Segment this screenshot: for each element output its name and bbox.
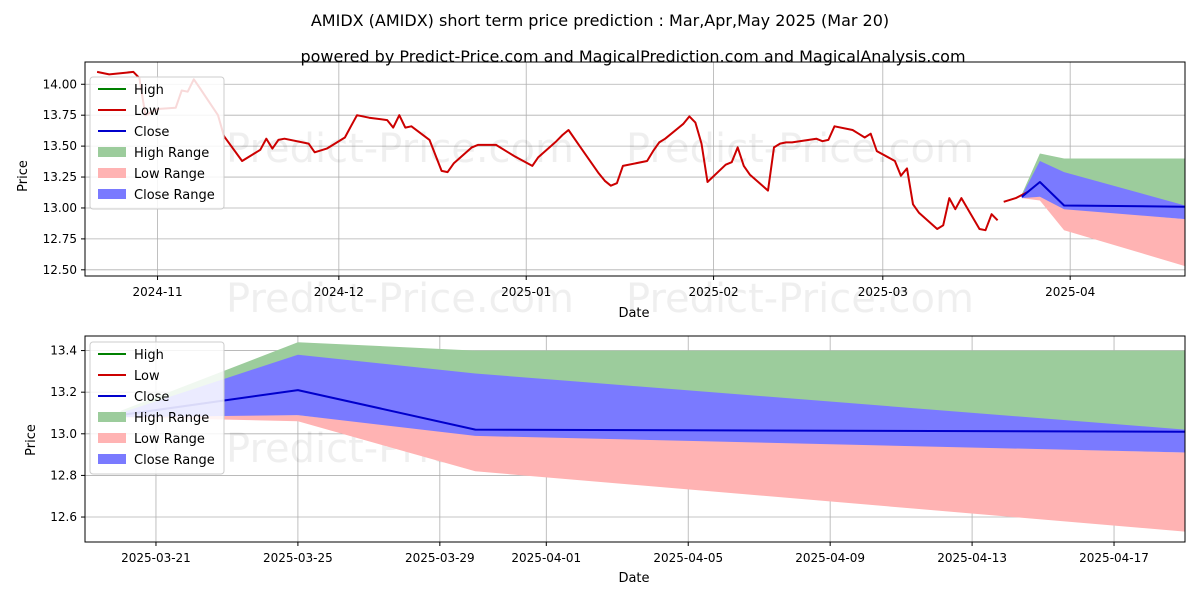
legend-swatch: [98, 147, 126, 157]
legend-swatch: [98, 189, 126, 199]
y-tick-label: 12.8: [50, 468, 77, 482]
x-tick-label: 2025-03-29: [405, 551, 475, 565]
close-forecast-line: [1021, 181, 1186, 208]
x-tick-label: 2024-12: [314, 285, 364, 299]
x-tick-label: 2025-01: [501, 285, 551, 299]
bottom-panel: Predict-Price.com Predict-Price.com 2025…: [24, 335, 1186, 586]
legend-swatch: [98, 412, 126, 422]
low-range-area: [120, 415, 1185, 532]
top-plot-frame: [84, 61, 1186, 277]
chart-title: AMIDX (AMIDX) short term price predictio…: [311, 11, 889, 30]
history-line: [96, 70, 999, 232]
legend-label: Low Range: [134, 432, 205, 447]
top-watermarks: Predict-Price.com Predict-Price.com Pred…: [226, 126, 974, 322]
y-tick-label: 13.50: [43, 139, 77, 153]
y-tick-label: 14.00: [43, 77, 77, 91]
top-grid: [85, 62, 1185, 276]
top-ticks: 2024-11 2024-12 2025-01 2025-02 2025-03 2025-…: [43, 77, 1096, 299]
x-tick-label: 2025-04-05: [653, 551, 723, 565]
chart-subtitle: powered by Predict-Price.com and Magical…: [300, 47, 965, 66]
legend-label: Low: [134, 104, 160, 119]
x-tick-label: 2025-03: [858, 285, 908, 299]
top-x-axis-label: Date: [618, 306, 649, 321]
legend-swatch: [98, 168, 126, 178]
close-range-area: [120, 354, 1185, 453]
top-range-areas: [1021, 153, 1185, 267]
y-tick-label: 12.6: [50, 510, 77, 524]
y-tick-label: 13.4: [50, 344, 77, 358]
x-tick-label: 2025-04-01: [511, 551, 581, 565]
top-series-lines: [96, 70, 1186, 232]
y-tick-label: 12.75: [43, 232, 77, 246]
legend-label: High: [134, 348, 164, 363]
y-tick-label: 13.25: [43, 170, 77, 184]
top-legend: High Low Close High Range Low Range Close Ran…: [89, 76, 225, 210]
legend-swatch: [98, 454, 126, 464]
y-tick-label: 13.0: [50, 427, 77, 441]
watermark: Predict-Price.com: [626, 126, 974, 172]
y-tick-label: 12.50: [43, 263, 77, 277]
y-tick-label: 13.00: [43, 201, 77, 215]
x-tick-label: 2025-04-13: [937, 551, 1007, 565]
watermark: Predict-Price.com: [226, 126, 574, 172]
bottom-y-axis-label: Price: [24, 424, 39, 456]
x-tick-label: 2025-03-21: [121, 551, 191, 565]
bottom-ticks: 2025-03-21 2025-03-25 2025-03-29 2025-04-01…: [50, 344, 1149, 565]
x-tick-label: 2025-04: [1045, 285, 1095, 299]
x-tick-label: 2025-02: [689, 285, 739, 299]
legend-label: Close Range: [134, 453, 215, 468]
legend-label: Close: [134, 125, 169, 140]
watermark: Predict-Price.com: [226, 276, 574, 322]
bottom-legend: High Low Close High Range Low Range Close Ran…: [89, 341, 225, 475]
x-tick-label: 2025-04-17: [1079, 551, 1149, 565]
x-tick-label: 2025-03-25: [263, 551, 333, 565]
legend-label: High Range: [134, 146, 209, 161]
legend-swatch: [98, 433, 126, 443]
top-panel: Predict-Price.com Predict-Price.com Pred…: [16, 61, 1186, 322]
watermark: Predict-Price.com: [626, 276, 974, 322]
y-tick-label: 13.2: [50, 385, 77, 399]
legend-label: Low Range: [134, 167, 205, 182]
legend-label: Close: [134, 390, 169, 405]
legend-label: Close Range: [134, 188, 215, 203]
x-tick-label: 2024-11: [132, 285, 182, 299]
legend-label: Low: [134, 369, 160, 384]
bottom-range-areas: [120, 342, 1185, 532]
x-tick-label: 2025-04-09: [795, 551, 865, 565]
y-tick-label: 13.75: [43, 108, 77, 122]
bottom-x-axis-label: Date: [618, 571, 649, 586]
bottom-plot-frame: [84, 335, 1186, 543]
low-range-area: [1021, 196, 1185, 267]
legend-label: High Range: [134, 411, 209, 426]
top-y-axis-label: Price: [16, 160, 31, 192]
legend-label: High: [134, 83, 164, 98]
